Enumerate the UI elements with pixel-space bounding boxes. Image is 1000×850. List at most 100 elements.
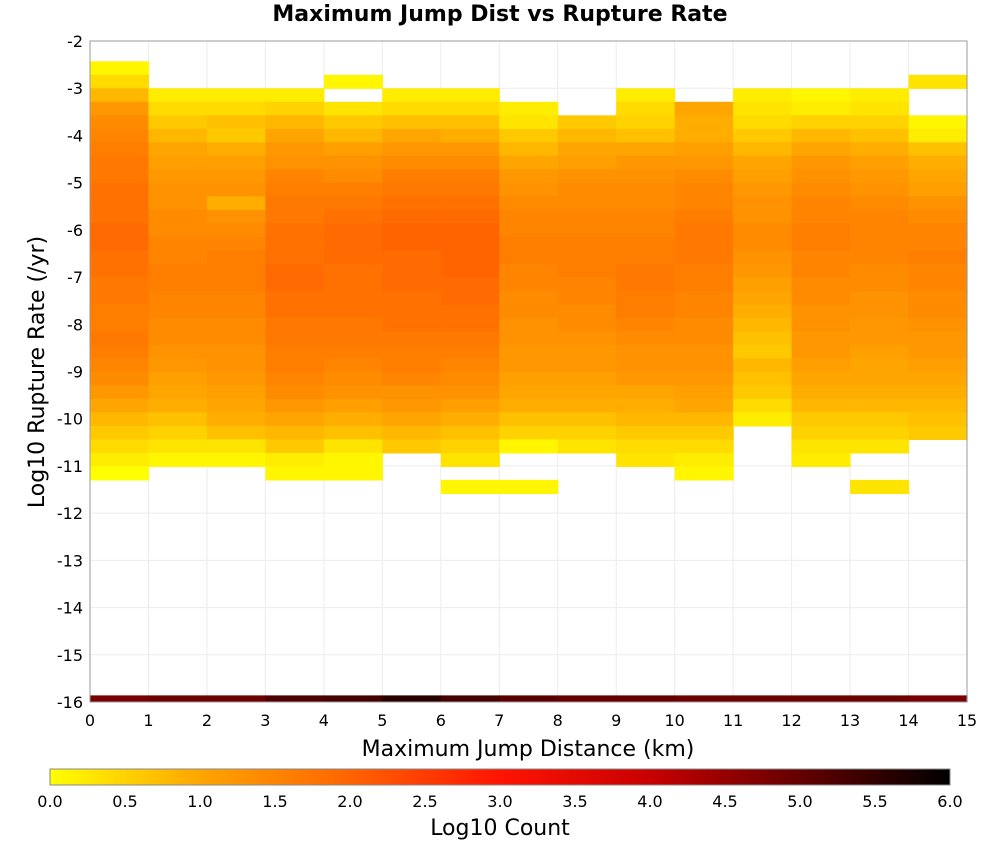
heatmap-cell — [382, 115, 442, 130]
heatmap-cell — [265, 142, 325, 157]
y-tick-label: -4 — [67, 126, 83, 145]
heatmap-cell — [557, 344, 617, 359]
y-tick-label: -16 — [57, 693, 83, 712]
heatmap-cell — [382, 385, 442, 400]
x-tick-label: 12 — [781, 711, 801, 730]
heatmap-cell — [733, 290, 793, 305]
heatmap-cell — [440, 290, 500, 305]
heatmap-cell — [557, 155, 617, 170]
heatmap-cell — [206, 128, 266, 143]
heatmap-cell — [908, 155, 968, 170]
heatmap-cell — [323, 169, 383, 184]
heatmap-cell — [90, 344, 150, 359]
heatmap-cell — [148, 371, 208, 386]
heatmap-cell — [265, 115, 325, 130]
x-tick-label: 1 — [143, 711, 153, 730]
heatmap-cell — [440, 142, 500, 157]
heatmap-cell — [557, 398, 617, 413]
heatmap-cell — [499, 155, 559, 170]
heatmap-cell — [674, 290, 734, 305]
heatmap-cell — [616, 317, 676, 332]
heatmap-cell — [733, 398, 793, 413]
heatmap-cell — [148, 155, 208, 170]
heatmap-cell — [382, 371, 442, 386]
heatmap-cell — [908, 74, 968, 89]
heatmap-cell — [733, 128, 793, 143]
heatmap-cell — [440, 250, 500, 265]
heatmap-cell — [90, 196, 150, 211]
x-tick-label: 9 — [611, 711, 621, 730]
heatmap-cell — [440, 439, 500, 454]
heatmap-cell — [148, 196, 208, 211]
heatmap-cell — [90, 142, 150, 157]
heatmap-cell — [908, 304, 968, 319]
heatmap-cell — [148, 169, 208, 184]
heatmap-cell — [323, 412, 383, 427]
floor-cell — [850, 695, 910, 702]
heatmap-cell — [908, 290, 968, 305]
heatmap-cell — [908, 128, 968, 143]
heatmap-cell — [440, 236, 500, 251]
heatmap-cell — [323, 223, 383, 238]
y-tick-label: -7 — [67, 268, 83, 287]
heatmap-cell — [90, 439, 150, 454]
heatmap-cell — [616, 236, 676, 251]
x-tick-label: 10 — [664, 711, 684, 730]
heatmap-cell — [148, 209, 208, 224]
heatmap-cell — [616, 209, 676, 224]
heatmap-cell — [148, 358, 208, 373]
heatmap-cell — [265, 196, 325, 211]
heatmap-cell — [791, 331, 851, 346]
heatmap-cell — [206, 250, 266, 265]
heatmap-cell — [616, 169, 676, 184]
heatmap-cell — [674, 128, 734, 143]
heatmap-cell — [850, 155, 910, 170]
heatmap-cell — [440, 128, 500, 143]
heatmap-cell — [499, 128, 559, 143]
floor-cell — [499, 695, 559, 702]
heatmap-cell — [499, 142, 559, 157]
floor-cell — [206, 695, 266, 702]
heatmap-cell — [616, 250, 676, 265]
heatmap-cell — [206, 155, 266, 170]
heatmap-cell — [616, 196, 676, 211]
heatmap-cell — [265, 452, 325, 467]
heatmap-cell — [323, 236, 383, 251]
x-tick-label: 15 — [957, 711, 977, 730]
heatmap-cell — [616, 101, 676, 116]
heatmap-cell — [90, 155, 150, 170]
heatmap-cell — [90, 331, 150, 346]
heatmap-cell — [148, 115, 208, 130]
x-tick-label: 6 — [436, 711, 446, 730]
heatmap-cell — [674, 452, 734, 467]
heatmap-cell — [148, 142, 208, 157]
colorbar-tick-label: 0.5 — [112, 792, 137, 811]
y-tick-label: -15 — [57, 646, 83, 665]
heatmap-cell — [323, 115, 383, 130]
y-tick-label: -14 — [57, 599, 83, 618]
heatmap-cell — [499, 236, 559, 251]
heatmap-cell — [791, 128, 851, 143]
heatmap-cell — [616, 223, 676, 238]
heatmap-cell — [382, 358, 442, 373]
heatmap-cell — [674, 263, 734, 278]
floor-cell — [90, 695, 150, 702]
heatmap-cell — [90, 101, 150, 116]
heatmap-cell — [265, 101, 325, 116]
heatmap-cell — [382, 155, 442, 170]
heatmap-cell — [850, 115, 910, 130]
heatmap-cell — [791, 371, 851, 386]
colorbar-tick-label: 2.5 — [412, 792, 437, 811]
heatmap-cell — [382, 128, 442, 143]
heatmap-cell — [850, 479, 910, 494]
heatmap-cell — [908, 277, 968, 292]
heatmap-cell — [148, 290, 208, 305]
heatmap-cell — [90, 250, 150, 265]
y-axis-ticks: -2 -3 -4 -5 -6 -7 -8 -9 -10 -11 -12 -13 -14 -15 -16 — [57, 32, 83, 712]
heatmap-cell — [440, 331, 500, 346]
heatmap-cell — [850, 250, 910, 265]
x-axis-ticks: 0 1 2 3 4 5 6 7 8 9 10 11 12 13 14 15 — [85, 711, 977, 730]
heatmap-cell — [206, 101, 266, 116]
heatmap-cell — [674, 155, 734, 170]
